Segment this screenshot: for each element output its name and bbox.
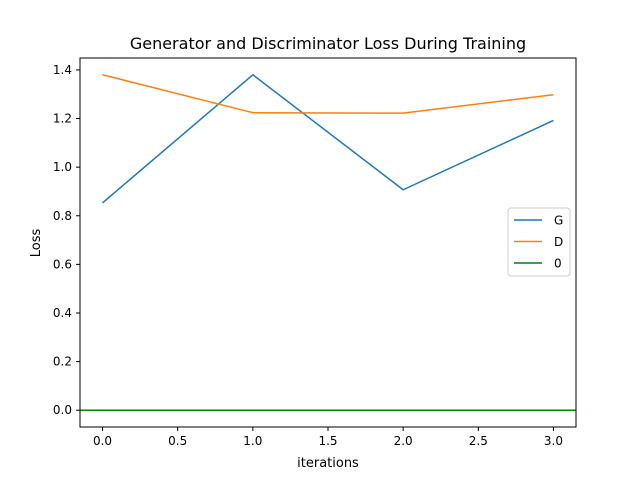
y-axis-label: Loss (29, 229, 44, 258)
x-tick-label: 3.0 (544, 434, 563, 448)
legend-label: 0 (554, 257, 562, 271)
series-line-G (102, 74, 554, 204)
y-tick-label: 0.4 (53, 306, 72, 320)
x-axis-label: iterations (297, 456, 359, 471)
x-tick-label: 1.0 (243, 434, 262, 448)
y-tick-label: 0.8 (53, 209, 72, 223)
legend: GD 0 (507, 207, 571, 277)
x-tick-label: 1.5 (318, 434, 337, 448)
y-tick-label: 0.6 (53, 257, 72, 271)
x-tick-label: 2.0 (394, 434, 413, 448)
y-tick-label: 0.2 (53, 355, 72, 369)
x-tick-label: 0.0 (93, 434, 112, 448)
y-tick-label: 1.4 (53, 63, 72, 77)
x-tick-label: 2.5 (469, 434, 488, 448)
legend-label: G (554, 214, 563, 228)
y-tick-label: 1.0 (53, 160, 72, 174)
y-tick-label: 0.0 (53, 403, 72, 417)
series-line-D (102, 74, 554, 114)
legend-label: D (554, 235, 563, 249)
x-tick-label: 0.5 (168, 434, 187, 448)
chart-title: Generator and Discriminator Loss During … (130, 34, 526, 53)
y-tick-label: 1.2 (53, 112, 72, 126)
